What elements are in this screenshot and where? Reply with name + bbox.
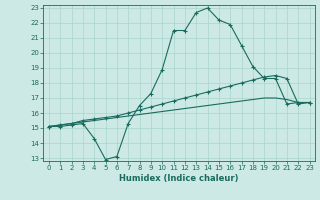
X-axis label: Humidex (Indice chaleur): Humidex (Indice chaleur) [119, 174, 239, 183]
